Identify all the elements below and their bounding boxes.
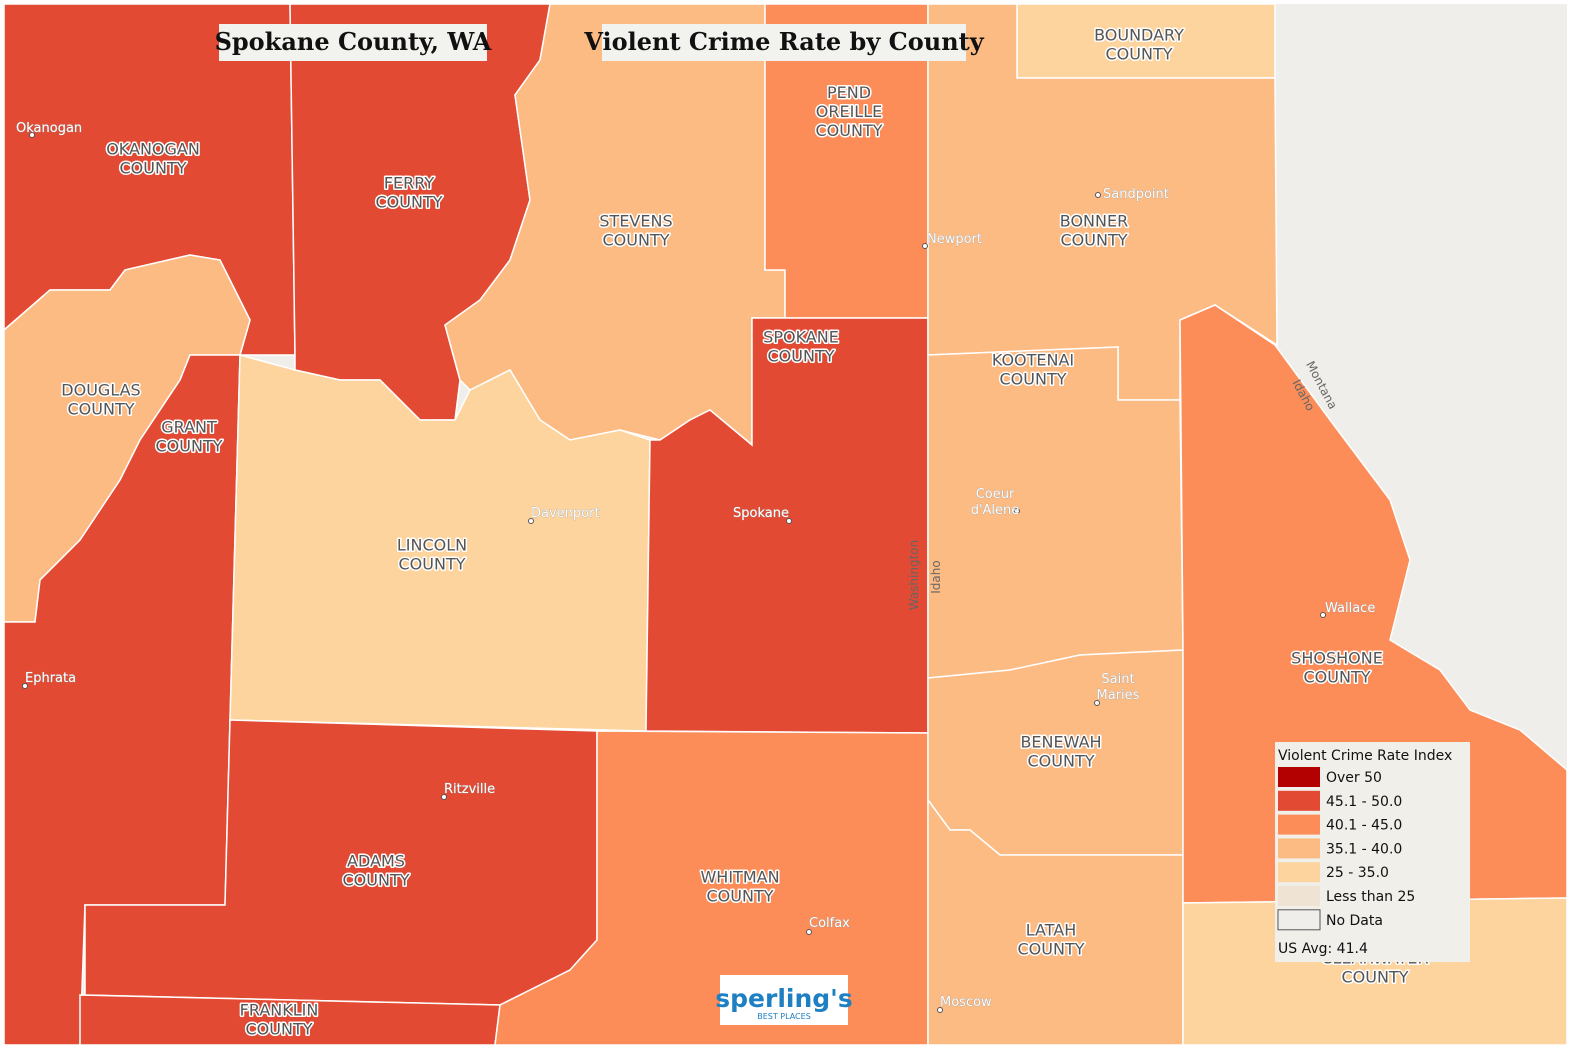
county-label: COUNTY [1061,231,1128,250]
legend-swatch [1278,814,1320,835]
state-label: Washington [907,540,921,611]
city-label: Colfax [809,916,850,931]
county-label: FERRY [384,174,435,193]
city-dot [29,132,35,138]
county-label: COUNTY [1018,940,1085,959]
logo-name: sperling's [715,984,852,1013]
city-dot [1014,508,1020,514]
county-label: COUNTY [156,437,223,456]
legend-label: Over 50 [1326,770,1382,786]
legend-swatch [1278,838,1320,859]
city-dot [1095,192,1101,198]
counties [3,3,1568,1046]
county-label: COUNTY [768,347,835,366]
county-label: COUNTY [120,159,187,178]
legend-swatch [1278,862,1320,883]
city-dot [441,794,447,800]
county-label: COUNTY [376,193,443,212]
city-label: Maries [1097,688,1140,703]
county-label: COUNTY [1106,45,1173,64]
title-box [219,24,487,61]
county-label: COUNTY [343,871,410,890]
county-label: COUNTY [603,231,670,250]
city-dot [528,518,534,524]
city-dot [937,1007,943,1013]
state-label: Idaho [929,560,943,593]
county-label: WHITMAN [700,868,779,887]
legend-label: 45.1 - 50.0 [1326,794,1402,810]
county-label: KOOTENAI [992,351,1074,370]
county-label: BENEWAH [1020,733,1101,752]
city-label: Coeur [976,487,1015,502]
county-label: PEND [827,83,871,102]
city-dot [22,683,28,689]
county-label: SHOSHONE [1291,649,1383,668]
labels: OKANOGANCOUNTYDOUGLASCOUNTYGRANTCOUNTYFE… [16,24,1470,1040]
county-label: COUNTY [1028,752,1095,771]
legend-label: 40.1 - 45.0 [1326,818,1402,834]
county-label: ADAMS [347,852,405,871]
county-label: COUNTY [1304,668,1371,687]
city-label: Wallace [1325,601,1375,616]
county-label: COUNTY [1000,370,1067,389]
logo-box [720,975,848,1025]
city-dot [806,929,812,935]
legend-title: Violent Crime Rate Index [1278,748,1452,764]
county-label: BOUNDARY [1094,26,1184,45]
county-label: STEVENS [599,212,672,231]
title-box [602,24,966,61]
legend-label: 25 - 35.0 [1326,865,1389,881]
logo-tagline: BEST PLACES [757,1012,811,1021]
city-label: Saint [1101,672,1134,687]
map-subtitle: Violent Crime Rate by County [583,27,984,56]
legend-swatch [1278,767,1320,787]
city-label: Moscow [940,995,992,1010]
county-label: OREILLE [816,102,882,121]
legend-swatch [1277,909,1321,931]
county-label: FRANKLIN [240,1001,319,1020]
city-label: Okanogan [16,121,82,136]
city-label: Spokane [733,506,789,521]
county-label: LINCOLN [397,536,467,555]
legend-swatch [1278,790,1320,811]
county-label: LATAH [1026,921,1077,940]
city-label: d'Alene [971,503,1020,518]
legend-swatch [1278,886,1320,906]
county-label: COUNTY [246,1020,313,1039]
county-label: COUNTY [816,121,883,140]
city-label: Ritzville [444,782,495,797]
city-label: Davenport [531,506,600,521]
legend-note: US Avg: 41.4 [1278,941,1368,957]
county-label: SPOKANE [763,328,839,347]
city-dot [786,518,792,524]
county-area [927,797,1184,1046]
county-label: COUNTY [1342,968,1409,987]
city-dot [1094,700,1100,706]
city-dot [1320,612,1326,618]
city-label: Sandpoint [1103,187,1169,202]
city-label: Newport [927,232,982,247]
city-dot [922,243,928,249]
legend-label: 35.1 - 40.0 [1326,841,1402,857]
legend-label: Less than 25 [1326,889,1415,905]
county-label: GRANT [161,418,217,437]
county-label: COUNTY [68,400,135,419]
county-label: COUNTY [707,887,774,906]
legend-label: No Data [1326,913,1383,929]
county-label: BONNER [1060,212,1128,231]
map-title: Spokane County, WA [215,27,492,56]
county-label: DOUGLAS [61,381,140,400]
city-label: Ephrata [25,671,76,686]
county-label: COUNTY [399,555,466,574]
county-label: OKANOGAN [106,140,200,159]
